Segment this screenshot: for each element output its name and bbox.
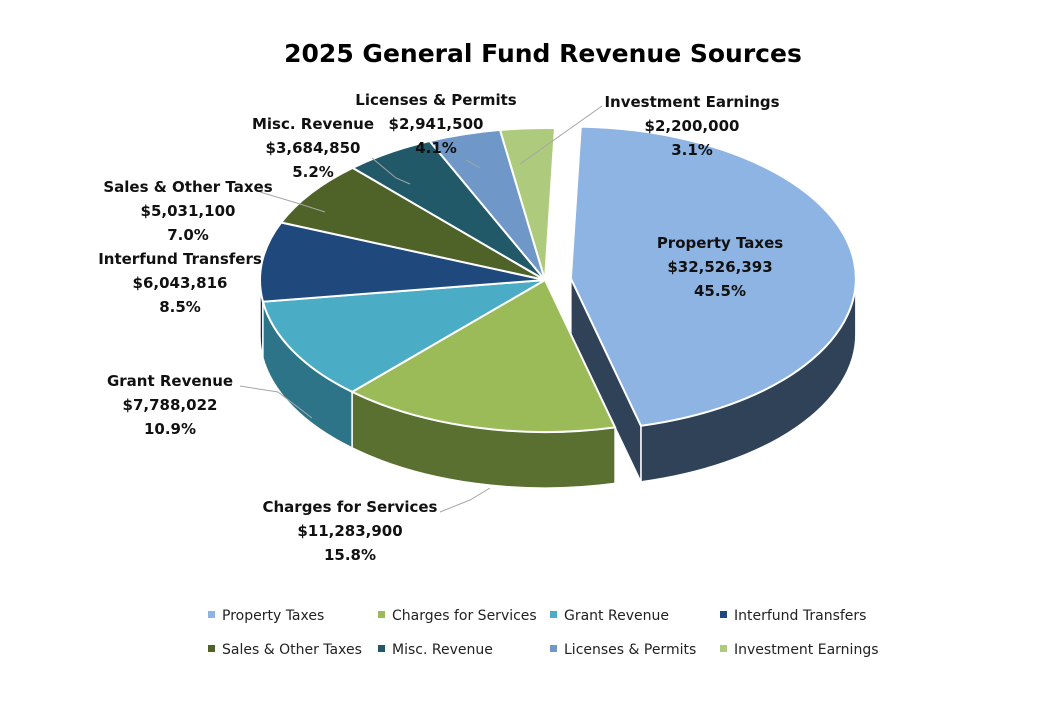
slice-value-label: $7,788,022	[123, 396, 218, 414]
legend-item-sales-and-other-taxes[interactable]: Sales & Other Taxes	[208, 642, 362, 658]
slice-sales-and-other-taxes[interactable]	[279, 166, 546, 281]
slice-investment-earnings[interactable]	[498, 127, 557, 281]
slice-percent-label: 45.5%	[694, 282, 746, 300]
leader-line-misc-revenue	[371, 157, 411, 185]
data-label-interfund-transfers: Interfund Transfers $6,043,816 8.5%	[98, 250, 262, 316]
legend-label: Licenses & Permits	[564, 642, 696, 658]
legend-label: Property Taxes	[222, 608, 324, 624]
data-label-misc-revenue: Misc. Revenue $3,684,850 5.2%	[252, 115, 374, 181]
legend-swatch	[208, 645, 215, 652]
slice-name-label: Interfund Transfers	[98, 250, 262, 268]
legend-label: Misc. Revenue	[392, 642, 493, 658]
slice-percent-label: 8.5%	[159, 298, 201, 316]
data-label-charges-for-services: Charges for Services $11,283,900 15.8%	[262, 498, 437, 564]
slice-name-label: Charges for Services	[262, 498, 437, 516]
legend-item-misc-revenue[interactable]: Misc. Revenue	[378, 642, 493, 658]
legend-label: Sales & Other Taxes	[222, 642, 362, 658]
slice-interfund-transfers[interactable]	[259, 221, 546, 303]
slice-percent-label: 4.1%	[415, 139, 457, 157]
slice-value-label: $6,043,816	[133, 274, 228, 292]
slice-labels: Property Taxes $32,526,393 45.5% Charges fo…	[98, 91, 783, 564]
legend-swatch	[720, 645, 727, 652]
legend-swatch	[378, 611, 385, 618]
legend-label: Investment Earnings	[734, 642, 879, 658]
slice-value-label: $2,941,500	[389, 115, 484, 133]
slice-charges-for-services[interactable]	[350, 278, 617, 433]
slice-name-label: Grant Revenue	[107, 372, 233, 390]
legend-label: Charges for Services	[392, 608, 537, 624]
slice-property-taxes[interactable]	[569, 125, 857, 427]
slice-value-label: $3,684,850	[266, 139, 361, 157]
legend-swatch	[378, 645, 385, 652]
chart-title: 2025 General Fund Revenue Sources	[284, 39, 802, 68]
legend-item-interfund-transfers[interactable]: Interfund Transfers	[720, 608, 866, 624]
legend-label: Interfund Transfers	[734, 608, 866, 624]
slice-value-label: $11,283,900	[297, 522, 402, 540]
legend-swatch	[720, 611, 727, 618]
slice-percent-label: 3.1%	[671, 141, 713, 159]
legend-label: Grant Revenue	[564, 608, 669, 624]
legend: Property Taxes Charges for Services Grant …	[208, 608, 879, 658]
data-label-licenses-and-permits: Licenses & Permits $2,941,500 4.1%	[355, 91, 517, 157]
slice-percent-label: 15.8%	[324, 546, 376, 564]
legend-item-investment-earnings[interactable]: Investment Earnings	[720, 642, 879, 658]
data-label-grant-revenue: Grant Revenue $7,788,022 10.9%	[107, 372, 233, 438]
slice-name-label: Property Taxes	[657, 234, 783, 252]
legend-item-charges-for-services[interactable]: Charges for Services	[378, 608, 537, 624]
leader-line-sales-and-other-taxes	[259, 191, 326, 213]
slice-value-label: $32,526,393	[667, 258, 772, 276]
pie-slices	[259, 125, 857, 489]
slice-percent-label: 10.9%	[144, 420, 196, 438]
legend-item-property-taxes[interactable]: Property Taxes	[208, 608, 324, 624]
slice-name-label: Sales & Other Taxes	[103, 178, 272, 196]
leader-lines	[239, 105, 603, 513]
slice-percent-label: 7.0%	[167, 226, 209, 244]
legend-swatch	[208, 611, 215, 618]
slice-percent-label: 5.2%	[292, 163, 334, 181]
slice-grant-revenue[interactable]	[261, 279, 546, 394]
data-label-investment-earnings: Investment Earnings $2,200,000 3.1%	[604, 93, 779, 159]
leader-line-charges-for-services	[439, 487, 491, 513]
legend-swatch	[550, 645, 557, 652]
data-label-sales-and-other-taxes: Sales & Other Taxes $5,031,100 7.0%	[103, 178, 272, 244]
slice-value-label: $5,031,100	[141, 202, 236, 220]
leader-line-investment-earnings	[519, 105, 603, 165]
data-label-property-taxes: Property Taxes $32,526,393 45.5%	[657, 234, 783, 300]
leader-line-grant-revenue	[239, 385, 313, 419]
legend-item-licenses-and-permits[interactable]: Licenses & Permits	[550, 642, 696, 658]
leader-line-licenses-and-permits	[465, 159, 481, 169]
slice-name-label: Licenses & Permits	[355, 91, 517, 109]
slice-name-label: Misc. Revenue	[252, 115, 374, 133]
legend-swatch	[550, 611, 557, 618]
slice-value-label: $2,200,000	[645, 117, 740, 135]
slice-name-label: Investment Earnings	[604, 93, 779, 111]
legend-item-grant-revenue[interactable]: Grant Revenue	[550, 608, 669, 624]
